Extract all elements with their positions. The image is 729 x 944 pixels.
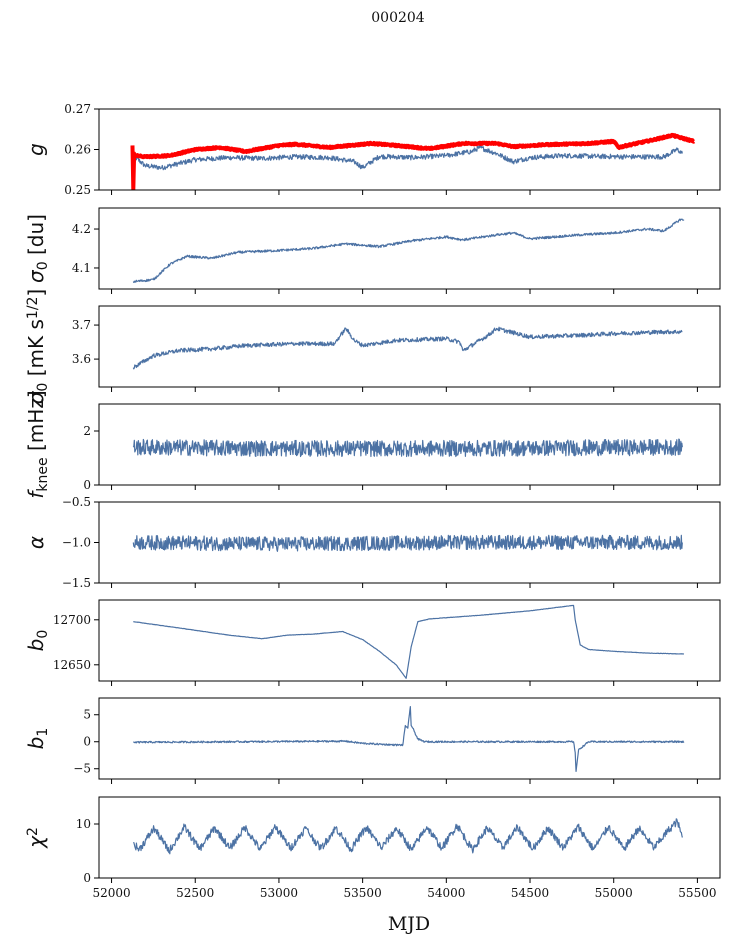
- y-axis-label: σ0 [mK s1/2]: [24, 289, 51, 405]
- y-tick-label: 12700: [53, 613, 91, 627]
- subplot-8: 52000 52500 53000 53500 54000 54500 55000 55500…: [24, 796, 721, 900]
- y-axis-label: b0: [24, 630, 51, 652]
- axes-frame: [98, 207, 721, 290]
- subplot-2: 4.1 4.2 σ0 [du]: [24, 207, 721, 294]
- y-tick-label: 0: [83, 735, 91, 749]
- y-tick-label: 0.25: [64, 183, 91, 197]
- x-tick-label: 52000: [92, 886, 130, 900]
- x-axis-label: MJD: [388, 913, 430, 935]
- y-axis-label-part: b: [24, 639, 48, 652]
- y-tick-label: −5: [73, 762, 91, 776]
- y-axis-label-part: 1: [35, 728, 51, 737]
- y-axis-label-part: [du]: [24, 214, 48, 261]
- x-tick-label: 53500: [344, 886, 382, 900]
- x-tick-label: 55500: [678, 886, 716, 900]
- y-tick-label: 0: [83, 871, 91, 885]
- y-axis-label-part: χ: [24, 835, 48, 849]
- y-axis-label-part: σ: [24, 390, 48, 404]
- y-axis-label-part: 0: [35, 630, 51, 639]
- axes-frame: [98, 796, 721, 879]
- y-axis-label-part: [mK s: [24, 319, 48, 383]
- y-axis-label-part: 0: [35, 261, 51, 270]
- y-tick-label: 0.27: [64, 102, 91, 116]
- y-axis-label-part: 2: [25, 827, 41, 836]
- y-axis-label: fknee [mHz]: [24, 390, 51, 498]
- y-axis-label-part: α: [24, 536, 48, 549]
- series-line-g: [132, 145, 683, 171]
- y-tick-label: 10: [76, 817, 91, 831]
- axes-frame: [98, 305, 721, 388]
- x-tick-label: 53000: [260, 886, 298, 900]
- x-tick-label: 54500: [511, 886, 549, 900]
- series-line-b1: [133, 706, 685, 773]
- series-line-b0: [133, 604, 685, 679]
- y-axis-label-part: b: [24, 737, 48, 750]
- y-tick-label: −1.5: [62, 576, 91, 590]
- y-axis-label: σ0 [du]: [24, 214, 51, 283]
- y-tick-label: 2: [83, 424, 91, 438]
- series-line-alpha: [132, 534, 683, 552]
- y-tick-label: 3.7: [72, 318, 91, 332]
- y-axis-label-part: f: [24, 489, 48, 499]
- y-axis-label-part: g: [24, 143, 48, 156]
- y-tick-label: 0: [83, 478, 91, 492]
- x-tick-label: 55000: [595, 886, 633, 900]
- y-tick-label: 4.1: [72, 261, 91, 275]
- y-axis-label: g: [24, 143, 48, 156]
- y-tick-label: 5: [83, 708, 91, 722]
- y-axis-label-part: σ: [24, 269, 48, 283]
- axes-frame: [98, 697, 721, 780]
- axes-frame: [98, 599, 721, 682]
- x-tick-label: 52500: [176, 886, 214, 900]
- y-tick-label: 12650: [53, 658, 91, 672]
- subplot-3: 3.6 3.7 σ0 [mK s1/2]: [24, 289, 721, 405]
- subplot-1: 0.25 0.26 0.27 g: [24, 102, 721, 197]
- subplot-7: −5 0 5 b1: [24, 697, 721, 784]
- figure-title: 000204: [371, 10, 425, 26]
- y-tick-label: 0.26: [64, 143, 91, 157]
- series-line-sigma0-mK: [132, 326, 683, 370]
- y-axis-label-part: knee: [35, 457, 51, 491]
- y-axis-label-part: 1/2: [25, 297, 41, 320]
- series-line-fknee: [132, 438, 683, 458]
- series-line-sigma0-du: [132, 218, 685, 283]
- y-axis-label-part: ]: [24, 289, 48, 297]
- y-tick-label: 3.6: [72, 352, 91, 366]
- y-axis-label: χ2: [24, 827, 48, 849]
- y-tick-label: −0.5: [62, 495, 91, 509]
- x-tick-label: 54000: [427, 886, 465, 900]
- y-axis-label-part: [mHz]: [24, 390, 48, 457]
- y-tick-label: 4.2: [72, 222, 91, 236]
- subplot-4: 0 2 fknee [mHz]: [24, 390, 721, 499]
- y-axis-label-part: 0: [35, 383, 51, 392]
- y-axis-label: b1: [24, 728, 51, 750]
- series-line-chi2: [133, 818, 683, 855]
- series-line-reference-g: [130, 132, 696, 190]
- subplot-5: −1.5 −1.0 −0.5 α: [24, 495, 721, 590]
- axes-frame: [98, 403, 721, 486]
- y-tick-label: −1.0: [62, 536, 91, 550]
- y-axis-label: α: [24, 536, 48, 549]
